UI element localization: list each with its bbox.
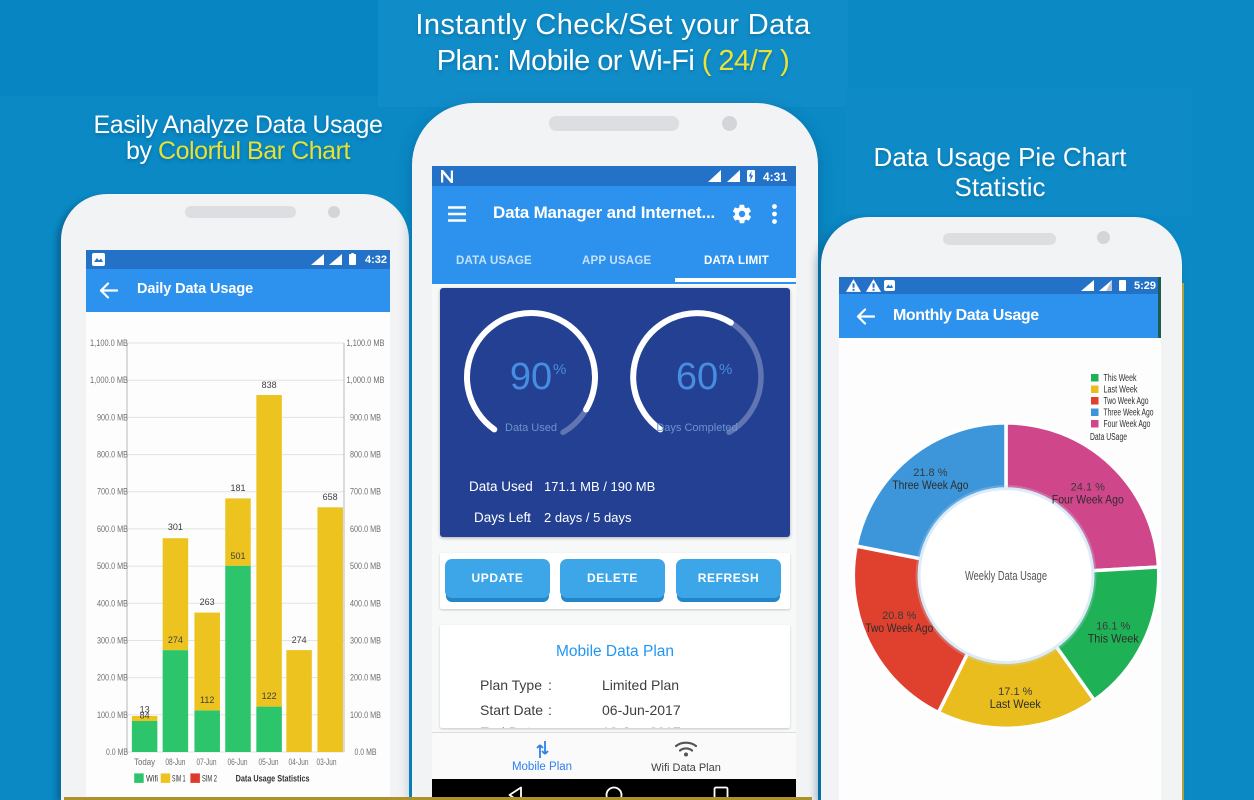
svg-text:24.1 %: 24.1 %: [1071, 481, 1105, 493]
svg-text:Two Week Ago: Two Week Ago: [865, 621, 933, 635]
svg-text:07-Jun: 07-Jun: [197, 757, 217, 767]
svg-text:This Week: This Week: [1104, 373, 1137, 384]
svg-text:Three Week Ago: Three Week Ago: [892, 478, 968, 492]
svg-text:700.0 MB: 700.0 MB: [97, 487, 128, 497]
svg-text:301: 301: [168, 522, 183, 532]
svg-text:800.0 MB: 800.0 MB: [350, 450, 381, 460]
svg-text:122: 122: [262, 691, 277, 701]
svg-text:Wifi: Wifi: [146, 774, 158, 785]
svg-text:84: 84: [140, 711, 150, 721]
svg-text:274: 274: [292, 635, 307, 645]
svg-text:Data USage: Data USage: [1090, 432, 1127, 443]
svg-text:04-Jun: 04-Jun: [289, 757, 309, 767]
svg-text:181: 181: [230, 483, 245, 493]
svg-text:Three Week Ago: Three Week Ago: [1104, 408, 1154, 419]
svg-text:100.0 MB: 100.0 MB: [97, 710, 128, 720]
svg-text:600.0 MB: 600.0 MB: [350, 524, 381, 534]
svg-text:This Week: This Week: [1088, 632, 1139, 646]
svg-text:21.8 %: 21.8 %: [913, 467, 947, 479]
svg-text:263: 263: [200, 597, 215, 607]
svg-text:112: 112: [200, 695, 214, 705]
svg-text:Today: Today: [134, 757, 155, 767]
svg-text:500.0 MB: 500.0 MB: [350, 561, 381, 571]
svg-text:Data Usage Statistics: Data Usage Statistics: [236, 774, 310, 785]
svg-text:17.1 %: 17.1 %: [998, 686, 1032, 698]
svg-text:400.0 MB: 400.0 MB: [97, 598, 128, 608]
svg-text:300.0 MB: 300.0 MB: [97, 636, 128, 646]
svg-text:1,000.0 MB: 1,000.0 MB: [347, 375, 385, 385]
svg-text:Last Week: Last Week: [1104, 385, 1138, 396]
svg-text:13: 13: [140, 705, 150, 715]
svg-text:Four Week Ago: Four Week Ago: [1052, 492, 1124, 506]
svg-text:1,000.0 MB: 1,000.0 MB: [90, 375, 128, 385]
svg-text:03-Jun: 03-Jun: [317, 757, 337, 767]
svg-text:08-Jun: 08-Jun: [165, 757, 185, 767]
svg-text:300.0 MB: 300.0 MB: [350, 636, 381, 646]
svg-text:Weekly Data Usage: Weekly Data Usage: [965, 568, 1047, 583]
svg-text:900.0 MB: 900.0 MB: [97, 412, 128, 422]
svg-text:Two Week Ago: Two Week Ago: [1104, 396, 1149, 407]
svg-text:16.1 %: 16.1 %: [1096, 621, 1130, 633]
svg-text:900.0 MB: 900.0 MB: [350, 412, 381, 422]
svg-text:0.0 MB: 0.0 MB: [106, 747, 128, 757]
svg-text:SIM 1: SIM 1: [172, 774, 186, 785]
svg-text:400.0 MB: 400.0 MB: [350, 598, 381, 608]
svg-text:274: 274: [168, 635, 183, 645]
svg-text:05-Jun: 05-Jun: [259, 757, 279, 767]
svg-text:600.0 MB: 600.0 MB: [97, 524, 128, 534]
svg-text:838: 838: [262, 380, 277, 390]
svg-text:501: 501: [230, 551, 245, 561]
svg-text:200.0 MB: 200.0 MB: [97, 673, 128, 683]
svg-text:1,100.0 MB: 1,100.0 MB: [90, 338, 128, 348]
svg-text:06-Jun: 06-Jun: [228, 757, 248, 767]
svg-text:700.0 MB: 700.0 MB: [350, 487, 381, 497]
svg-text:800.0 MB: 800.0 MB: [97, 450, 128, 460]
svg-text:0.0 MB: 0.0 MB: [355, 747, 377, 757]
svg-text:Four Week Ago: Four Week Ago: [1104, 419, 1151, 430]
svg-text:100.0 MB: 100.0 MB: [350, 710, 381, 720]
svg-text:Last Week: Last Week: [990, 697, 1041, 711]
svg-text:500.0 MB: 500.0 MB: [97, 561, 128, 571]
svg-text:200.0 MB: 200.0 MB: [350, 673, 381, 683]
svg-text:1,100.0 MB: 1,100.0 MB: [347, 338, 385, 348]
svg-text:20.8 %: 20.8 %: [882, 610, 916, 622]
svg-text:658: 658: [323, 492, 338, 502]
svg-text:SIM 2: SIM 2: [202, 774, 217, 785]
